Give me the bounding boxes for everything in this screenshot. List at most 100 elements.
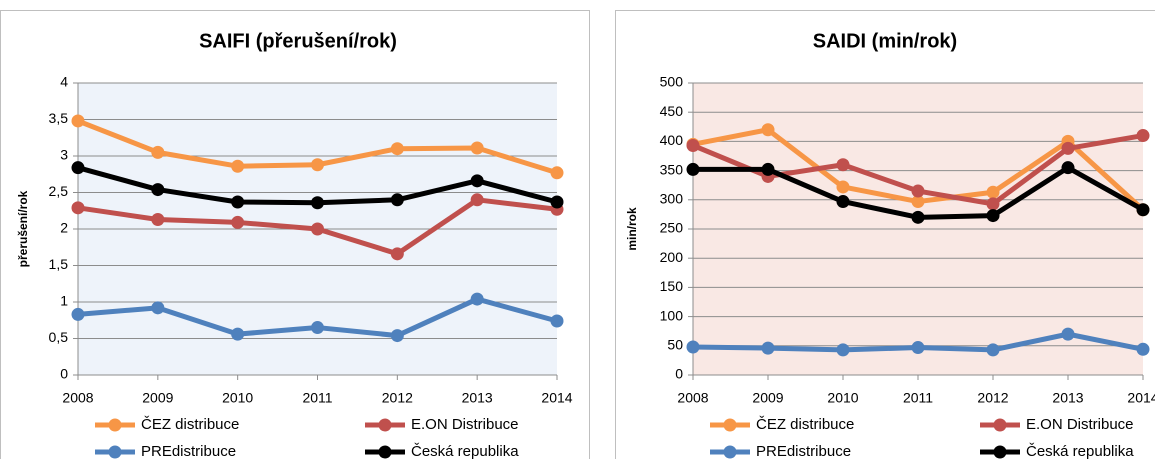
point [550,195,564,209]
y-tick-label: 2 [60,220,68,236]
y-tick-label: 3 [60,147,68,163]
legend-label: PREdistribuce [756,443,851,459]
chart-title: SAIDI (min/rok) [813,30,957,52]
point [311,222,324,236]
point [311,158,324,172]
point [390,247,404,261]
point [686,138,700,152]
point [231,327,245,341]
point [986,209,1000,223]
y-tick-label: 100 [660,307,684,323]
x-tick-label: 2012 [977,390,1008,406]
point [761,162,775,176]
point [231,159,245,173]
y-tick-label: 450 [660,103,684,119]
point [470,193,484,207]
legend-label: Česká republika [411,443,519,459]
point [151,183,165,197]
legend-label: Česká republika [1026,443,1134,459]
point [390,193,404,207]
y-tick-label: 1,5 [49,256,69,272]
y-axis-label: min/rok [625,207,639,251]
point [311,196,324,210]
y-tick-label: 0 [675,366,683,382]
point [470,141,484,155]
x-tick-label: 2011 [302,390,332,406]
chart-title: SAIFI (přerušení/rok) [199,30,397,52]
point [761,341,775,355]
legend-marker [108,445,122,459]
y-tick-label: 200 [660,249,684,265]
legend-label: ČEZ distribuce [756,416,854,433]
point [686,162,700,176]
point [761,123,775,137]
point [1136,129,1150,143]
x-tick-label: 2010 [827,390,858,406]
y-tick-label: 300 [660,191,684,207]
point [836,343,850,357]
legend-marker [378,445,392,459]
point [911,195,925,209]
x-tick-label: 2013 [1052,390,1083,406]
y-tick-label: 350 [660,161,684,177]
legend-label: E.ON Distribuce [411,416,519,433]
y-tick-label: 4 [60,74,68,90]
point [231,215,245,229]
y-axis-label: přerušení/rok [16,190,30,267]
point [836,158,850,172]
x-tick-label: 2010 [222,390,253,406]
point [311,321,324,335]
point [470,174,484,188]
legend-marker [723,445,737,459]
point [71,161,85,175]
point [1061,327,1075,341]
legend-label: E.ON Distribuce [1026,416,1134,433]
point [71,201,85,215]
point [836,180,850,194]
point [1136,342,1150,356]
point [686,340,700,354]
legend-marker [378,418,392,432]
legend-label: PREdistribuce [141,443,236,459]
y-tick-label: 0,5 [49,329,69,345]
point [986,185,1000,199]
y-tick-label: 250 [660,220,684,236]
point [390,329,404,343]
y-tick-label: 150 [660,278,684,294]
point [390,142,404,156]
point [71,114,85,128]
x-tick-label: 2009 [142,390,173,406]
point [231,195,245,209]
x-tick-label: 2008 [677,390,708,406]
point [470,292,484,306]
point [151,145,165,159]
legend-marker [723,418,737,432]
point [151,301,165,315]
point [986,343,1000,357]
point [1061,161,1075,175]
point [911,210,925,224]
y-tick-label: 400 [660,132,684,148]
x-tick-label: 2012 [382,390,413,406]
point [71,307,85,321]
y-tick-label: 50 [667,337,683,353]
y-tick-label: 500 [660,74,684,90]
x-tick-label: 2014 [1127,390,1155,406]
point [1136,203,1150,217]
legend-marker [993,445,1007,459]
legend-marker [993,418,1007,432]
point [911,184,925,198]
point [550,166,564,180]
point [911,341,925,355]
legend-label: ČEZ distribuce [141,416,239,433]
point [550,314,564,328]
point [151,213,165,227]
y-tick-label: 0 [60,366,68,382]
point [836,195,850,209]
x-tick-label: 2013 [462,390,493,406]
point [1061,141,1075,155]
y-tick-label: 1 [60,293,68,309]
point [986,197,1000,211]
